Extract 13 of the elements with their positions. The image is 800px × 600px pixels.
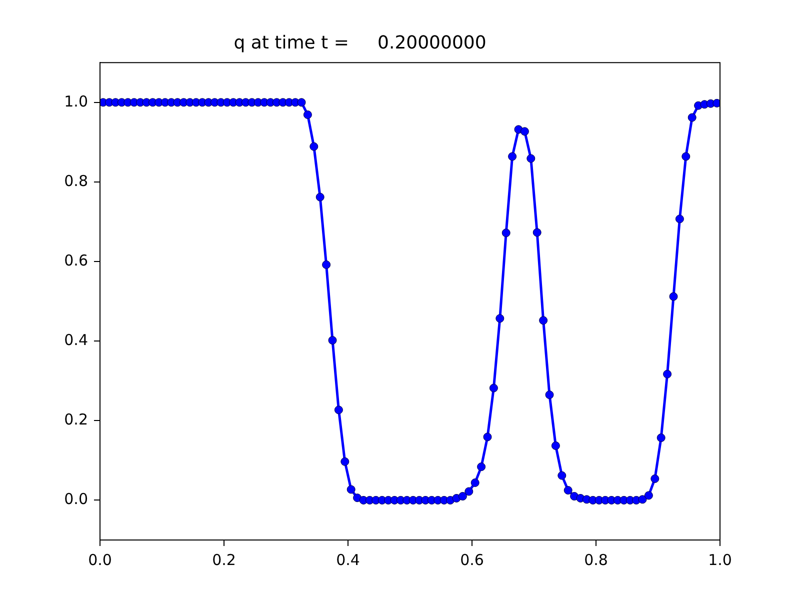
y-tick-label: 0.4	[64, 330, 88, 349]
chart-title: q at time t = 0.20000000	[234, 32, 486, 54]
x-tick-label: 0.0	[88, 550, 112, 569]
x-tick-label: 0.4	[336, 550, 360, 569]
x-tick-label: 0.8	[584, 550, 608, 569]
y-tick-label: 0.6	[64, 251, 88, 270]
y-tick-label: 1.0	[64, 92, 88, 110]
y-tick-label: 0.2	[64, 410, 88, 429]
x-tick-label: 0.2	[212, 550, 236, 569]
x-tick-label: 1.0	[708, 550, 732, 569]
y-tick-label: 0.0	[64, 490, 88, 508]
y-tick-label: 0.8	[64, 172, 88, 190]
x-tick-label: 0.6	[460, 550, 484, 569]
